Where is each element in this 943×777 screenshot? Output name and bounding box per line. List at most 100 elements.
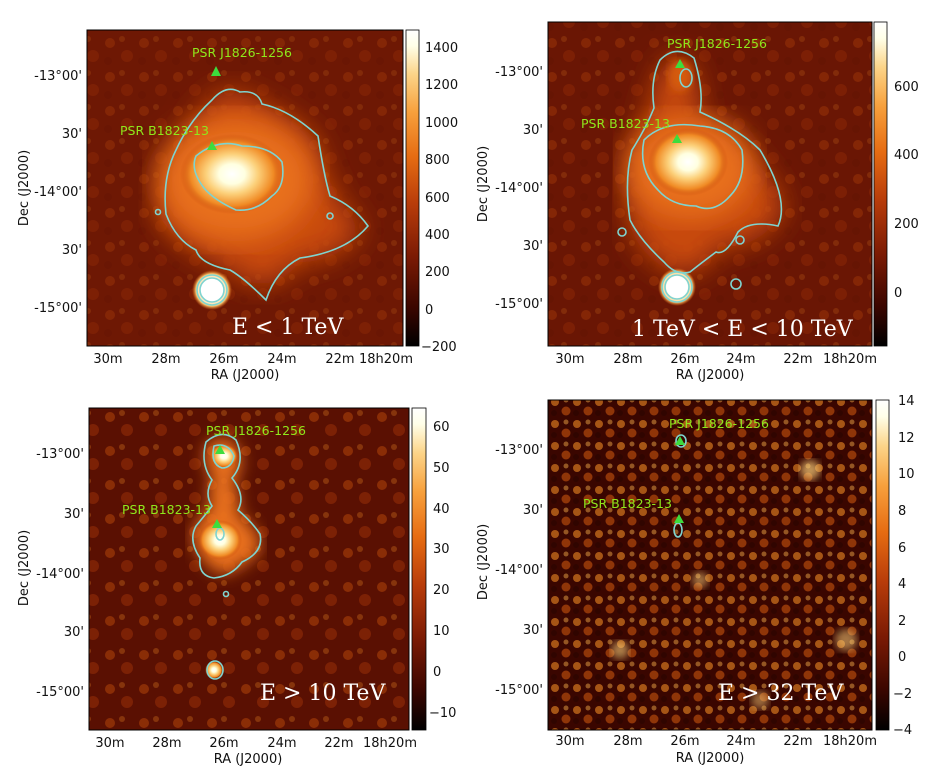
svg-text:0: 0 — [433, 665, 441, 680]
svg-text:-14°00': -14°00' — [495, 181, 543, 196]
svg-text:-13°00': -13°00' — [34, 69, 82, 84]
svg-text:24m: 24m — [726, 352, 755, 367]
panel-2-ylabel: Dec (J2000) — [476, 146, 491, 222]
panel-4-psr-bottom-label: PSR B1823-13 — [583, 496, 672, 511]
svg-text:30': 30' — [62, 127, 82, 142]
svg-text:6: 6 — [898, 541, 906, 556]
panel-1-ylabel: Dec (J2000) — [17, 150, 32, 226]
svg-text:-15°00': -15°00' — [36, 685, 84, 700]
panel-3-energy-label: E > 10 TeV — [260, 681, 386, 706]
panel-4: PSR J1826-1256 PSR B1823-13 E > 32 TeV 1… — [476, 394, 915, 766]
svg-text:2: 2 — [898, 614, 906, 629]
svg-text:24m: 24m — [267, 736, 296, 751]
svg-text:18h20m: 18h20m — [363, 736, 417, 751]
panel-3-colorbar — [411, 407, 427, 731]
svg-text:-13°00': -13°00' — [495, 65, 543, 80]
svg-text:-14°00': -14°00' — [36, 567, 84, 582]
svg-text:22m: 22m — [783, 352, 812, 367]
svg-text:30': 30' — [64, 507, 84, 522]
panel-2-colorbar-ticks: 600 400 200 0 — [894, 80, 919, 301]
svg-text:30m: 30m — [555, 734, 584, 749]
svg-text:60: 60 — [433, 420, 450, 435]
svg-text:22m: 22m — [325, 352, 354, 367]
panel-4-energy-label: E > 32 TeV — [718, 681, 844, 706]
panel-2-energy-label: 1 TeV < E < 10 TeV — [632, 317, 854, 342]
svg-text:26m: 26m — [670, 734, 699, 749]
panel-1-colorbar-ticks: 1400 1200 1000 800 600 400 200 0 −200 — [421, 41, 458, 355]
panel-3-map — [89, 408, 409, 730]
panel-2-dec-ticks: -13°00' 30' -14°00' 30' -15°00' — [495, 65, 543, 312]
svg-text:−2: −2 — [893, 687, 912, 702]
svg-text:30: 30 — [433, 542, 450, 557]
svg-text:30': 30' — [523, 623, 543, 638]
panel-4-ylabel: Dec (J2000) — [476, 524, 491, 600]
svg-text:1200: 1200 — [425, 78, 458, 93]
svg-text:30': 30' — [64, 625, 84, 640]
svg-text:40: 40 — [433, 502, 450, 517]
panel-4-map — [548, 400, 872, 730]
svg-text:200: 200 — [894, 217, 919, 232]
panel-1-psr-top-label: PSR J1826-1256 — [192, 45, 292, 60]
panel-3-ylabel: Dec (J2000) — [17, 530, 32, 606]
svg-text:800: 800 — [425, 153, 450, 168]
panel-3-ra-ticks: 30m 28m 26m 24m 22m 18h20m — [95, 736, 417, 751]
panel-1-energy-label: E < 1 TeV — [232, 315, 344, 340]
panel-1-colorbar — [405, 29, 420, 347]
svg-text:24m: 24m — [726, 734, 755, 749]
panel-1-psr-top-marker — [211, 66, 221, 76]
panel-4-psr-top-label: PSR J1826-1256 — [669, 416, 769, 431]
svg-text:20: 20 — [433, 583, 450, 598]
svg-text:24m: 24m — [267, 352, 296, 367]
svg-text:12: 12 — [898, 431, 915, 446]
svg-text:30m: 30m — [93, 352, 122, 367]
svg-text:-13°00': -13°00' — [36, 447, 84, 462]
svg-text:8: 8 — [898, 504, 906, 519]
svg-text:-15°00': -15°00' — [495, 297, 543, 312]
panel-1-xlabel: RA (J2000) — [211, 368, 280, 383]
svg-text:600: 600 — [425, 191, 450, 206]
svg-text:4: 4 — [898, 577, 906, 592]
panel-3-xlabel: RA (J2000) — [214, 752, 283, 767]
svg-text:26m: 26m — [209, 736, 238, 751]
svg-text:−10: −10 — [429, 706, 456, 721]
svg-text:30': 30' — [523, 123, 543, 138]
panel-2-colorbar — [873, 21, 888, 347]
svg-text:200: 200 — [425, 265, 450, 280]
panel-2-contours — [617, 50, 783, 303]
panel-4-dec-ticks: -13°00' 30' -14°00' 30' -15°00' — [495, 443, 543, 698]
svg-text:18h20m: 18h20m — [823, 734, 877, 749]
svg-text:1000: 1000 — [425, 116, 458, 131]
panel-4-xlabel: RA (J2000) — [676, 751, 745, 766]
svg-text:30': 30' — [523, 503, 543, 518]
panel-2-psr-top-label: PSR J1826-1256 — [667, 36, 767, 51]
panel-1-psr-bottom-label: PSR B1823-13 — [120, 123, 209, 138]
panel-3-colorbar-ticks: 60 50 40 30 20 10 0 −10 — [429, 420, 456, 721]
panel-3-psr-bottom-label: PSR B1823-13 — [122, 502, 211, 517]
panel-1: PSR J1826-1256 PSR B1823-13 E < 1 TeV 14… — [17, 29, 458, 383]
svg-text:600: 600 — [894, 80, 919, 95]
panel-4-psr-top-marker — [675, 436, 685, 445]
panel-4-colorbar — [875, 399, 890, 731]
svg-text:30m: 30m — [555, 352, 584, 367]
panel-2-psr-bottom-marker — [672, 134, 682, 143]
panel-1-map — [87, 30, 403, 346]
svg-text:1400: 1400 — [425, 41, 458, 56]
svg-text:-13°00': -13°00' — [495, 443, 543, 458]
panel-2-xlabel: RA (J2000) — [676, 368, 745, 383]
svg-text:18h20m: 18h20m — [359, 352, 413, 367]
svg-text:18h20m: 18h20m — [823, 352, 877, 367]
panel-3-psr-bottom-marker — [212, 519, 222, 528]
svg-text:10: 10 — [433, 624, 450, 639]
svg-text:30': 30' — [62, 243, 82, 258]
panel-3: PSR J1826-1256 PSR B1823-13 E > 10 TeV 6… — [17, 407, 456, 767]
panel-4-psr-bottom-marker — [674, 514, 684, 523]
svg-text:-14°00': -14°00' — [34, 185, 82, 200]
panel-2: PSR J1826-1256 PSR B1823-13 1 TeV < E < … — [476, 21, 919, 383]
svg-text:-15°00': -15°00' — [34, 301, 82, 316]
svg-text:−4: −4 — [893, 723, 912, 738]
panel-3-psr-top-label: PSR J1826-1256 — [206, 423, 306, 438]
svg-text:−200: −200 — [421, 340, 457, 355]
svg-text:30': 30' — [523, 239, 543, 254]
svg-text:-14°00': -14°00' — [495, 563, 543, 578]
